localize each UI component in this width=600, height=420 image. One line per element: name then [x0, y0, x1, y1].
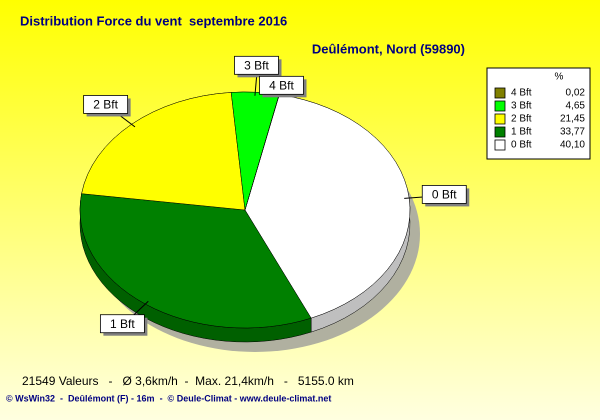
chart-title: Distribution Force du vent septembre 201… [20, 13, 287, 28]
slice-label: 0 Bft [432, 188, 457, 202]
legend-value: 40,10 [560, 140, 585, 151]
legend-value: 33,77 [560, 127, 585, 138]
label-box [83, 95, 129, 114]
legend-label: 1 Bft [511, 127, 532, 138]
legend-value: 21,45 [560, 114, 585, 125]
legend-value: 4,65 [566, 101, 586, 112]
legend-label: 0 Bft [511, 140, 532, 151]
legend-swatch [494, 87, 506, 99]
legend-title: % [555, 72, 564, 83]
chart-subtitle: Deûlémont, Nord (59890) [312, 41, 465, 56]
slice-label: 4 Bft [269, 78, 294, 92]
legend-label: 3 Bft [511, 101, 532, 112]
slice-label: 1 Bft [110, 317, 135, 331]
legend-swatch [494, 139, 506, 151]
slice-label: 2 Bft [93, 98, 118, 112]
label-box [259, 75, 304, 95]
legend-label: 2 Bft [511, 114, 532, 125]
label-box [234, 55, 279, 75]
legend-swatch [494, 113, 506, 125]
label-box [421, 185, 467, 204]
legend-swatch [494, 100, 506, 112]
slice-label: 3 Bft [244, 58, 269, 72]
legend-label: 4 Bft [511, 88, 532, 99]
footer-stats: 21549 Valeurs - Ø 3,6km/h - Max. 21,4km/… [22, 374, 354, 388]
footer-credit: © WsWin32 - Deûlémont (F) - 16m - © Deul… [6, 393, 331, 403]
label-box [99, 314, 145, 334]
legend-value: 0,02 [566, 88, 586, 99]
legend-swatch [494, 126, 506, 138]
